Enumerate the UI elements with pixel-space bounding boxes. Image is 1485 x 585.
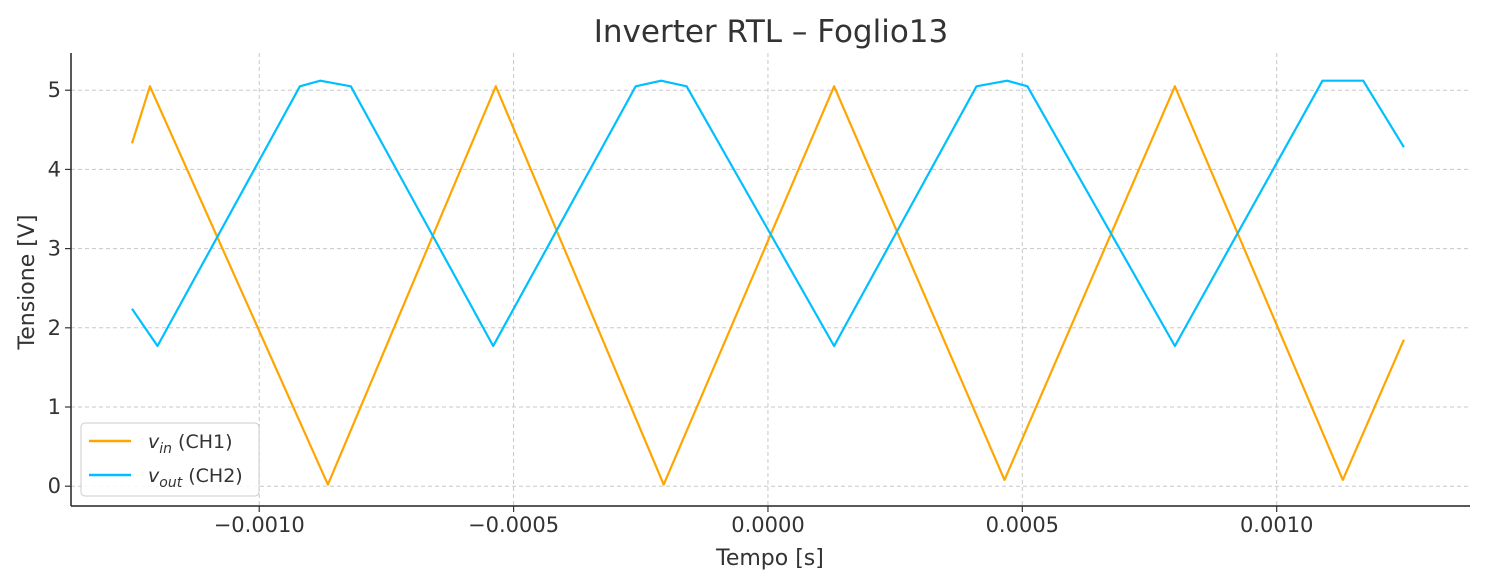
x-tick-label: −0.0005	[468, 513, 559, 537]
x-tick-label: 0.0000	[731, 513, 804, 537]
y-tick-label: 2	[48, 316, 61, 340]
y-axis-label: Tensione [V]	[15, 215, 40, 351]
y-tick-label: 0	[48, 474, 61, 498]
legend-label-vin: vin (CH1)	[148, 431, 233, 457]
x-tick-label: 0.0005	[986, 513, 1059, 537]
x-tick-label: 0.0010	[1240, 513, 1313, 537]
y-tick-label: 5	[48, 78, 61, 102]
chart-title: Inverter RTL – Foglio13	[594, 14, 949, 50]
series-line-vin	[130, 85, 1405, 486]
axes-layer	[70, 53, 1470, 507]
legend-label-vout: vout (CH2)	[148, 465, 243, 491]
ticks-layer: −0.0010 −0.0005 0.0000 0.0005 0.0010 0 1 2 3 4 5	[48, 78, 1314, 537]
series-line-vout	[131, 79, 1405, 348]
x-tick-label: −0.0010	[214, 513, 305, 537]
y-tick-label: 1	[48, 395, 61, 419]
legend: vin (CH1) vout (CH2)	[80, 422, 260, 497]
series-layer	[130, 79, 1405, 486]
x-axis-label: Tempo [s]	[715, 546, 824, 571]
y-tick-label: 4	[48, 157, 61, 181]
y-tick-label: 3	[48, 237, 61, 261]
grid-layer	[71, 53, 1470, 506]
